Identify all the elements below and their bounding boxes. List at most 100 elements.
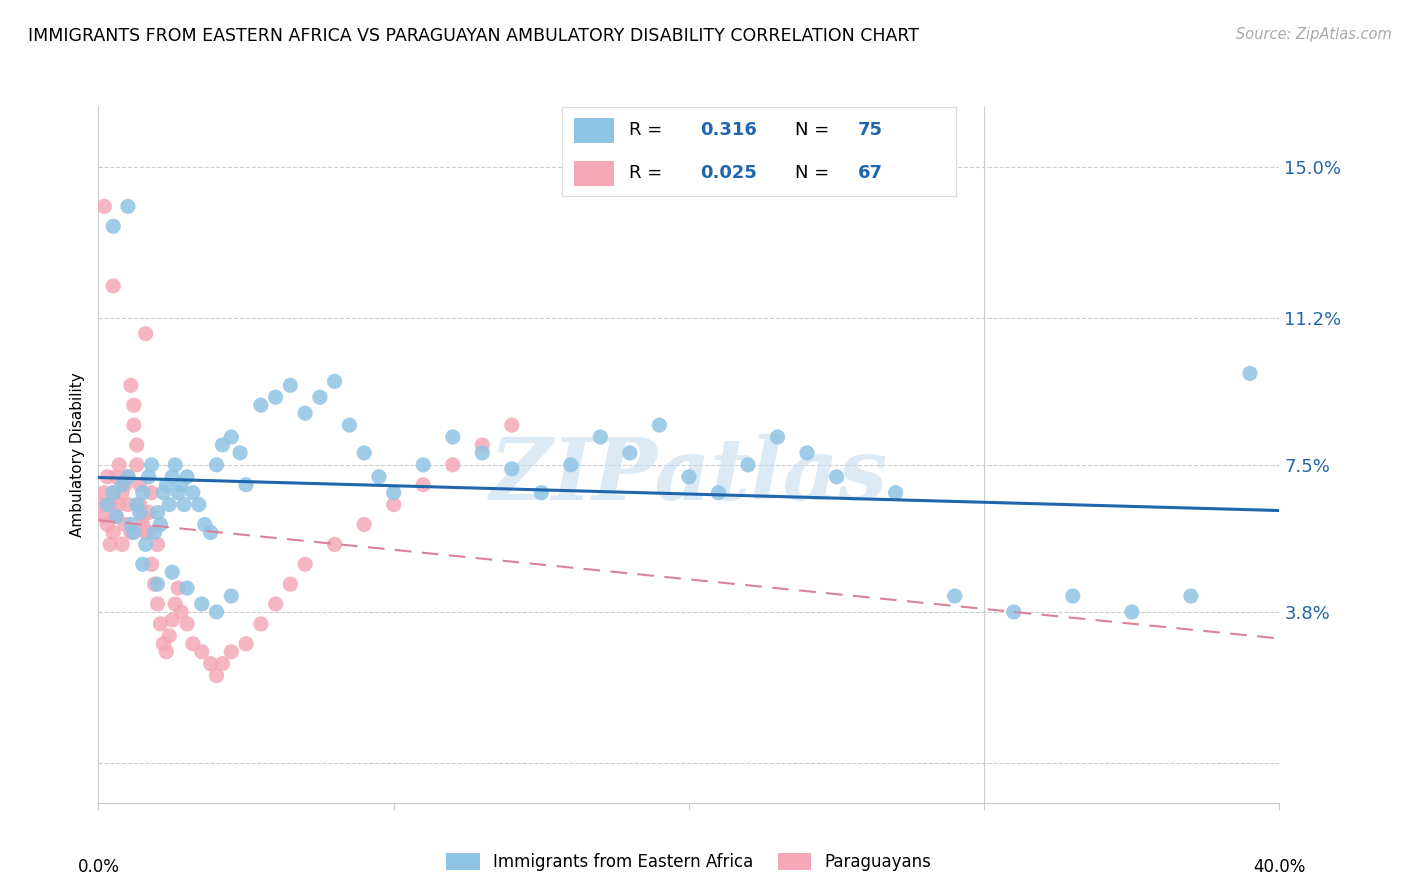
Point [187, 498, 209, 512]
Point [125, 458, 148, 472]
Point [117, 498, 139, 512]
Point [167, 485, 190, 500]
Point [128, 498, 150, 512]
Point [138, 525, 160, 540]
Point [1121, 605, 1143, 619]
Point [117, 199, 139, 213]
Point [280, 378, 302, 392]
Point [125, 498, 148, 512]
Point [165, 597, 187, 611]
Point [152, 485, 174, 500]
Point [98, 498, 121, 512]
Point [125, 438, 148, 452]
Point [530, 485, 553, 500]
Point [98, 537, 121, 551]
Point [103, 219, 125, 234]
Point [103, 525, 125, 540]
Point [96, 517, 118, 532]
Point [211, 438, 233, 452]
Point [132, 558, 155, 572]
Point [149, 517, 172, 532]
Text: IMMIGRANTS FROM EASTERN AFRICA VS PARAGUAYAN AMBULATORY DISABILITY CORRELATION C: IMMIGRANTS FROM EASTERN AFRICA VS PARAGU… [28, 27, 920, 45]
Text: 0.0%: 0.0% [77, 858, 120, 877]
Point [353, 446, 375, 460]
Point [138, 470, 160, 484]
Point [339, 418, 361, 433]
Point [103, 485, 125, 500]
Point [103, 485, 125, 500]
Point [200, 525, 222, 540]
Point [122, 418, 145, 433]
Point [143, 525, 166, 540]
Point [105, 509, 128, 524]
Point [181, 637, 204, 651]
Point [170, 477, 193, 491]
Point [117, 470, 139, 484]
Point [146, 537, 169, 551]
Point [501, 418, 523, 433]
Point [120, 525, 142, 540]
Point [235, 637, 257, 651]
Point [648, 418, 671, 433]
Point [353, 517, 375, 532]
Text: 40.0%: 40.0% [1253, 858, 1306, 877]
Point [120, 517, 142, 532]
Point [191, 597, 214, 611]
Point [229, 446, 252, 460]
Point [157, 498, 180, 512]
Point [294, 406, 316, 420]
Point [173, 498, 195, 512]
Point [170, 605, 193, 619]
Text: Source: ZipAtlas.com: Source: ZipAtlas.com [1236, 27, 1392, 42]
Point [250, 398, 273, 412]
Point [141, 458, 163, 472]
Point [181, 485, 204, 500]
Point [122, 398, 145, 412]
Point [141, 558, 163, 572]
Point [1180, 589, 1202, 603]
Point [96, 470, 118, 484]
Point [678, 470, 700, 484]
Point [412, 458, 434, 472]
Point [165, 458, 187, 472]
Point [135, 525, 157, 540]
Point [176, 581, 198, 595]
Point [205, 668, 228, 682]
Text: R =: R = [630, 164, 668, 183]
Text: 0.316: 0.316 [700, 120, 756, 139]
Point [132, 509, 155, 524]
Point [152, 637, 174, 651]
Point [96, 498, 118, 512]
Point [323, 537, 346, 551]
Point [294, 558, 316, 572]
Point [135, 537, 157, 551]
Point [111, 477, 134, 491]
Point [323, 375, 346, 389]
Point [120, 378, 142, 392]
Point [191, 645, 214, 659]
Point [205, 458, 228, 472]
Point [589, 430, 612, 444]
Point [111, 485, 134, 500]
Point [737, 458, 759, 472]
Point [146, 577, 169, 591]
Point [1002, 605, 1025, 619]
Point [176, 616, 198, 631]
Point [264, 390, 287, 404]
Point [176, 470, 198, 484]
Point [205, 605, 228, 619]
Point [619, 446, 641, 460]
FancyBboxPatch shape [574, 118, 613, 143]
Point [412, 477, 434, 491]
Point [441, 458, 464, 472]
Point [221, 430, 243, 444]
Point [122, 525, 145, 540]
Text: N =: N = [794, 120, 835, 139]
Point [1062, 589, 1084, 603]
Point [138, 506, 160, 520]
Point [157, 629, 180, 643]
Point [235, 477, 257, 491]
Point [135, 326, 157, 341]
Point [132, 485, 155, 500]
Point [162, 613, 183, 627]
